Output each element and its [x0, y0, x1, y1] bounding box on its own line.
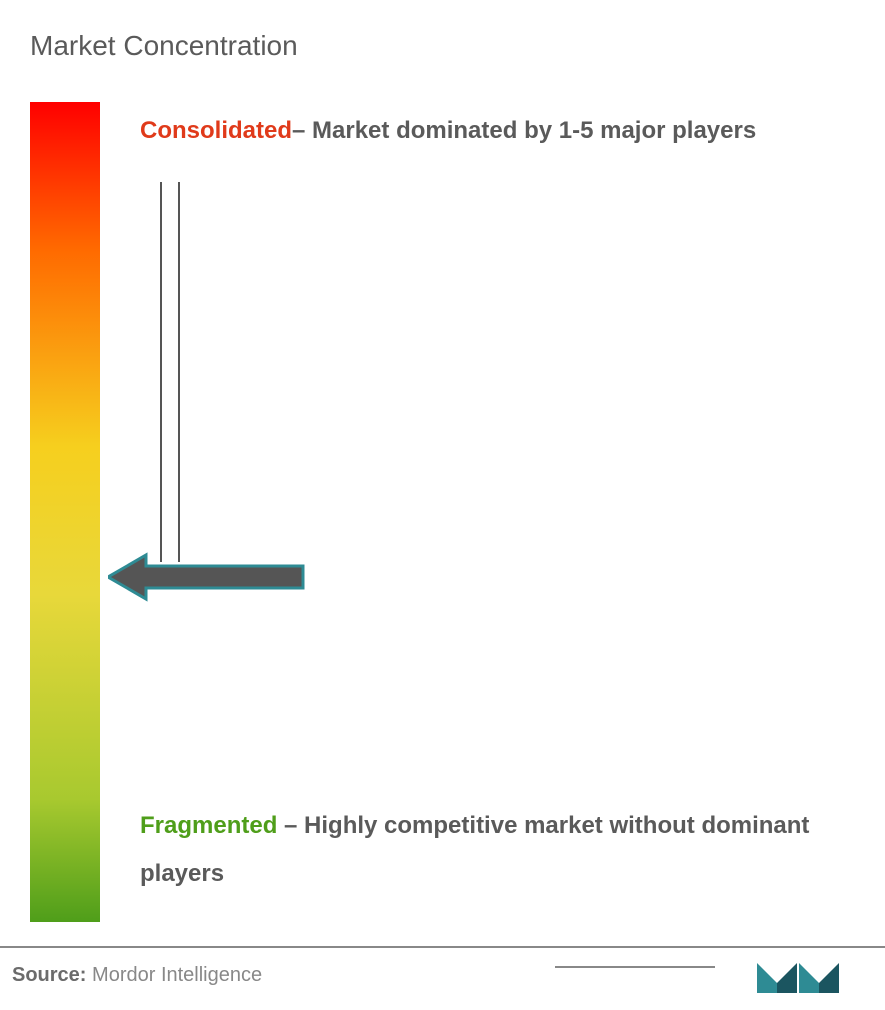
concentration-gradient-bar: [30, 102, 100, 922]
footer: Source: Mordor Intelligence: [0, 950, 885, 1010]
fragmented-label: Fragmented – Highly competitive market w…: [140, 802, 835, 898]
bracket-line-1: [160, 182, 162, 562]
source-text: Source: Mordor Intelligence: [12, 964, 262, 987]
infographic-container: Market Concentration Consolidated– Marke…: [0, 0, 885, 1010]
bracket-line-2: [178, 182, 180, 562]
consolidated-label: Consolidated– Market dominated by 1-5 ma…: [140, 107, 835, 155]
brand-logo-icon: [755, 955, 855, 995]
footer-divider-top: [0, 946, 885, 948]
bracket-lines: [160, 182, 190, 562]
fragmented-highlight: Fragmented: [140, 812, 277, 839]
main-area: Consolidated– Market dominated by 1-5 ma…: [30, 102, 855, 932]
arrow-polygon: [108, 555, 303, 599]
consolidated-desc: – Market dominated by 1-5 major players: [292, 117, 756, 144]
consolidated-highlight: Consolidated: [140, 117, 292, 144]
indicator-arrow: [108, 552, 308, 602]
source-value: Mordor Intelligence: [92, 964, 262, 986]
source-label: Source:: [12, 964, 86, 986]
page-title: Market Concentration: [30, 30, 855, 62]
